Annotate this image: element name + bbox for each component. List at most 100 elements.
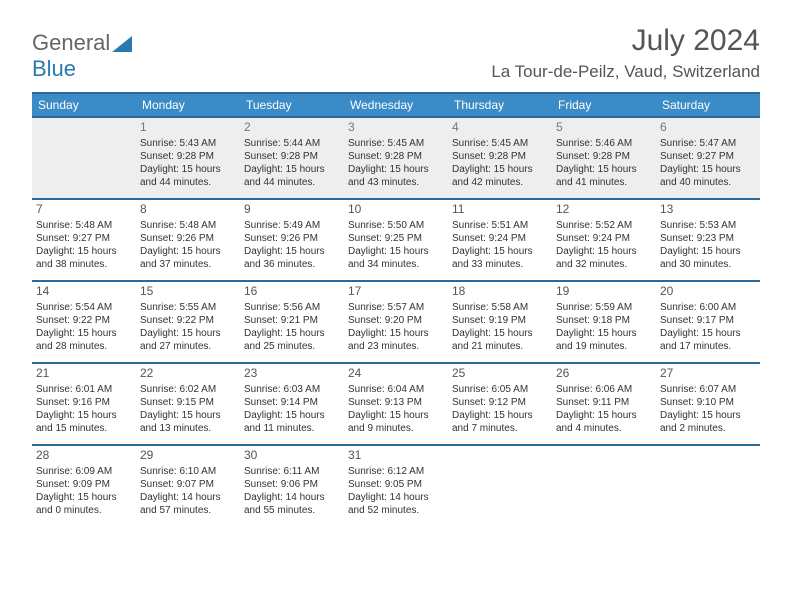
daylight-line: Daylight: 15 hours and 13 minutes. (140, 409, 236, 435)
day-number: 17 (348, 284, 444, 300)
sunrise-line: Sunrise: 5:59 AM (556, 301, 652, 314)
weekday-header: Saturday (656, 94, 760, 116)
sunrise-line: Sunrise: 5:48 AM (140, 219, 236, 232)
calendar-day: 26Sunrise: 6:06 AMSunset: 9:11 PMDayligh… (552, 364, 656, 444)
sunset-line: Sunset: 9:24 PM (556, 232, 652, 245)
sunset-line: Sunset: 9:23 PM (660, 232, 756, 245)
calendar-day: 13Sunrise: 5:53 AMSunset: 9:23 PMDayligh… (656, 200, 760, 280)
calendar-week: 21Sunrise: 6:01 AMSunset: 9:16 PMDayligh… (32, 362, 760, 444)
sunset-line: Sunset: 9:26 PM (140, 232, 236, 245)
daylight-line: Daylight: 15 hours and 34 minutes. (348, 245, 444, 271)
sunrise-line: Sunrise: 6:04 AM (348, 383, 444, 396)
brand-logo: General Blue (32, 30, 132, 82)
sunrise-line: Sunrise: 5:45 AM (348, 137, 444, 150)
calendar-day: 28Sunrise: 6:09 AMSunset: 9:09 PMDayligh… (32, 446, 136, 526)
weekday-header: Thursday (448, 94, 552, 116)
sunset-line: Sunset: 9:07 PM (140, 478, 236, 491)
sunrise-line: Sunrise: 6:10 AM (140, 465, 236, 478)
day-number: 20 (660, 284, 756, 300)
logo-text-1: General (32, 30, 110, 55)
day-number: 8 (140, 202, 236, 218)
day-number: 6 (660, 120, 756, 136)
calendar-week: 1Sunrise: 5:43 AMSunset: 9:28 PMDaylight… (32, 116, 760, 198)
sunset-line: Sunset: 9:12 PM (452, 396, 548, 409)
daylight-line: Daylight: 15 hours and 9 minutes. (348, 409, 444, 435)
day-number: 30 (244, 448, 340, 464)
calendar-day-empty (32, 118, 136, 198)
sunrise-line: Sunrise: 5:49 AM (244, 219, 340, 232)
calendar-day: 27Sunrise: 6:07 AMSunset: 9:10 PMDayligh… (656, 364, 760, 444)
location-subtitle: La Tour-de-Peilz, Vaud, Switzerland (491, 62, 760, 82)
sunset-line: Sunset: 9:24 PM (452, 232, 548, 245)
daylight-line: Daylight: 15 hours and 43 minutes. (348, 163, 444, 189)
sunset-line: Sunset: 9:21 PM (244, 314, 340, 327)
calendar-day: 2Sunrise: 5:44 AMSunset: 9:28 PMDaylight… (240, 118, 344, 198)
calendar-day: 19Sunrise: 5:59 AMSunset: 9:18 PMDayligh… (552, 282, 656, 362)
calendar-day: 30Sunrise: 6:11 AMSunset: 9:06 PMDayligh… (240, 446, 344, 526)
day-number: 22 (140, 366, 236, 382)
sunset-line: Sunset: 9:27 PM (36, 232, 132, 245)
day-number: 9 (244, 202, 340, 218)
sunrise-line: Sunrise: 5:55 AM (140, 301, 236, 314)
calendar-day: 14Sunrise: 5:54 AMSunset: 9:22 PMDayligh… (32, 282, 136, 362)
daylight-line: Daylight: 15 hours and 2 minutes. (660, 409, 756, 435)
daylight-line: Daylight: 15 hours and 4 minutes. (556, 409, 652, 435)
sunset-line: Sunset: 9:17 PM (660, 314, 756, 327)
sunrise-line: Sunrise: 5:58 AM (452, 301, 548, 314)
calendar-day: 7Sunrise: 5:48 AMSunset: 9:27 PMDaylight… (32, 200, 136, 280)
daylight-line: Daylight: 15 hours and 11 minutes. (244, 409, 340, 435)
calendar-day: 11Sunrise: 5:51 AMSunset: 9:24 PMDayligh… (448, 200, 552, 280)
daylight-line: Daylight: 15 hours and 41 minutes. (556, 163, 652, 189)
day-number: 27 (660, 366, 756, 382)
calendar-day: 10Sunrise: 5:50 AMSunset: 9:25 PMDayligh… (344, 200, 448, 280)
weekday-header: Friday (552, 94, 656, 116)
weekday-header: Tuesday (240, 94, 344, 116)
sunset-line: Sunset: 9:28 PM (140, 150, 236, 163)
calendar-day: 15Sunrise: 5:55 AMSunset: 9:22 PMDayligh… (136, 282, 240, 362)
calendar-day: 12Sunrise: 5:52 AMSunset: 9:24 PMDayligh… (552, 200, 656, 280)
sunset-line: Sunset: 9:16 PM (36, 396, 132, 409)
sunset-line: Sunset: 9:26 PM (244, 232, 340, 245)
weekday-header: Monday (136, 94, 240, 116)
calendar-day: 1Sunrise: 5:43 AMSunset: 9:28 PMDaylight… (136, 118, 240, 198)
day-number: 11 (452, 202, 548, 218)
calendar-day-empty (448, 446, 552, 526)
day-number: 14 (36, 284, 132, 300)
page-title: July 2024 (632, 24, 760, 58)
calendar-day: 17Sunrise: 5:57 AMSunset: 9:20 PMDayligh… (344, 282, 448, 362)
sunset-line: Sunset: 9:19 PM (452, 314, 548, 327)
day-number: 29 (140, 448, 236, 464)
daylight-line: Daylight: 14 hours and 52 minutes. (348, 491, 444, 517)
daylight-line: Daylight: 15 hours and 33 minutes. (452, 245, 548, 271)
sunset-line: Sunset: 9:27 PM (660, 150, 756, 163)
calendar-day: 23Sunrise: 6:03 AMSunset: 9:14 PMDayligh… (240, 364, 344, 444)
calendar-day: 20Sunrise: 6:00 AMSunset: 9:17 PMDayligh… (656, 282, 760, 362)
calendar-day: 18Sunrise: 5:58 AMSunset: 9:19 PMDayligh… (448, 282, 552, 362)
sunrise-line: Sunrise: 5:48 AM (36, 219, 132, 232)
weekday-header: Wednesday (344, 94, 448, 116)
sunset-line: Sunset: 9:10 PM (660, 396, 756, 409)
daylight-line: Daylight: 15 hours and 28 minutes. (36, 327, 132, 353)
day-number: 26 (556, 366, 652, 382)
sunrise-line: Sunrise: 6:12 AM (348, 465, 444, 478)
sunrise-line: Sunrise: 6:07 AM (660, 383, 756, 396)
daylight-line: Daylight: 15 hours and 17 minutes. (660, 327, 756, 353)
sunrise-line: Sunrise: 6:05 AM (452, 383, 548, 396)
sunrise-line: Sunrise: 5:50 AM (348, 219, 444, 232)
sunrise-line: Sunrise: 5:43 AM (140, 137, 236, 150)
daylight-line: Daylight: 15 hours and 38 minutes. (36, 245, 132, 271)
calendar-day: 5Sunrise: 5:46 AMSunset: 9:28 PMDaylight… (552, 118, 656, 198)
sunset-line: Sunset: 9:06 PM (244, 478, 340, 491)
daylight-line: Daylight: 15 hours and 27 minutes. (140, 327, 236, 353)
sunrise-line: Sunrise: 6:01 AM (36, 383, 132, 396)
sunrise-line: Sunrise: 5:52 AM (556, 219, 652, 232)
sunrise-line: Sunrise: 5:54 AM (36, 301, 132, 314)
day-number: 24 (348, 366, 444, 382)
weekday-header: Sunday (32, 94, 136, 116)
sunrise-line: Sunrise: 5:45 AM (452, 137, 548, 150)
day-number: 31 (348, 448, 444, 464)
calendar-week: 14Sunrise: 5:54 AMSunset: 9:22 PMDayligh… (32, 280, 760, 362)
weekday-header-row: SundayMondayTuesdayWednesdayThursdayFrid… (32, 92, 760, 116)
day-number: 3 (348, 120, 444, 136)
sunrise-line: Sunrise: 6:06 AM (556, 383, 652, 396)
